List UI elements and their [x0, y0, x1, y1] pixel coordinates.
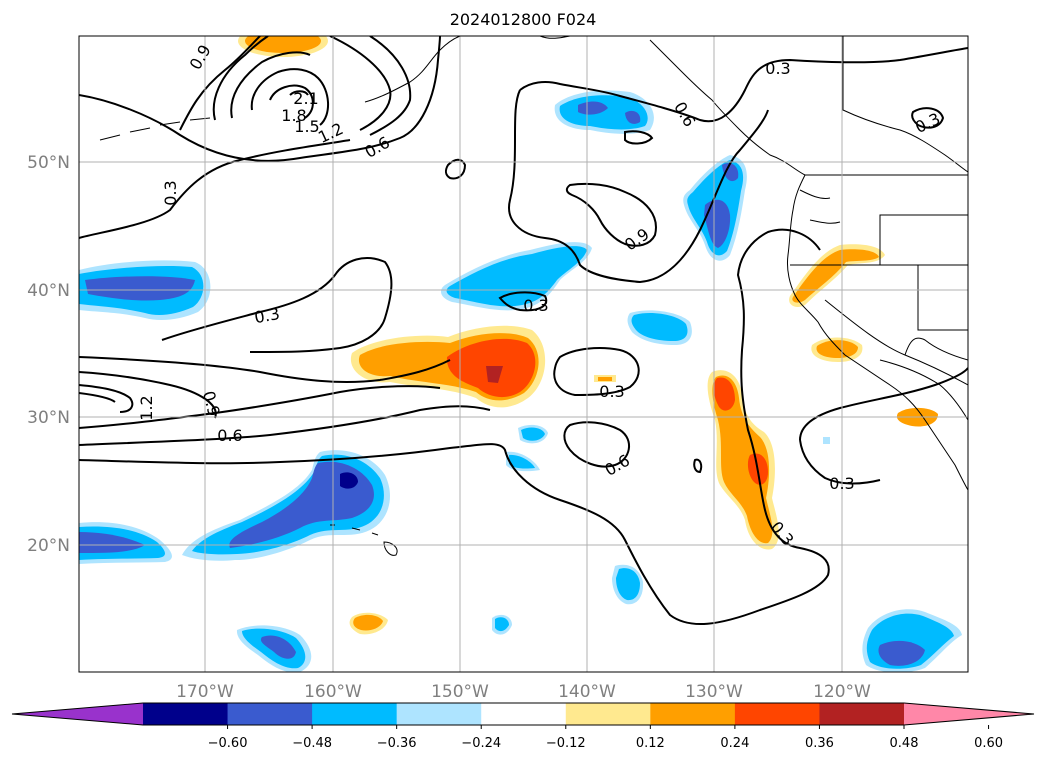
colorbar-segment	[565, 703, 651, 725]
coastlines	[99, 36, 968, 556]
contour-label: 0.3	[523, 296, 548, 315]
colorbar-tick-label: 0.48	[890, 736, 919, 751]
lon-label-120w: 120°W	[813, 682, 871, 702]
colorbar-segment	[650, 703, 736, 725]
lon-label-140w: 140°W	[558, 682, 616, 702]
colorbar-segment	[819, 703, 905, 725]
colorbar-outline	[11, 702, 1035, 726]
colorbar-segment	[734, 703, 820, 725]
colorbar: −0.60 −0.48 −0.36 −0.24 −0.12 0.12 0.24 0.36 0.4…	[11, 702, 1035, 751]
colorbar-tick-label: 0.24	[720, 736, 749, 751]
contour-label: 2.1	[293, 89, 318, 108]
map-frame	[78, 35, 969, 673]
colorbar-tick-label: −0.60	[208, 736, 248, 751]
gridlines	[79, 36, 968, 672]
contour-label: 0.3	[161, 180, 180, 205]
colorbar-tick-label: −0.12	[546, 736, 586, 751]
lon-label-160w: 160°W	[304, 682, 362, 702]
colorbar-extend-max	[904, 703, 1034, 725]
map-area: 0.9 2.1 1.8 1.5 1.2 0.6 0.3 0.3 0.9 0.3 …	[79, 36, 968, 672]
colorbar-tick-label: −0.48	[292, 736, 332, 751]
colorbar-segment	[481, 703, 567, 725]
lat-label-50n: 50°N	[27, 153, 70, 173]
contour-label: 0.3	[765, 59, 790, 78]
colorbar-segment	[143, 703, 229, 725]
colorbar-tick-label: 0.36	[805, 736, 834, 751]
colorbar-tick-label: −0.24	[461, 736, 501, 751]
contour-label: 0.6	[217, 426, 242, 445]
lon-label-130w: 130°W	[685, 682, 743, 702]
lon-label-150w: 150°W	[431, 682, 489, 702]
lon-label-170w: 170°W	[176, 682, 234, 702]
colorbar-segment	[312, 703, 398, 725]
lat-label-20n: 20°N	[27, 536, 70, 556]
colorbar-tick-label: 0.60	[974, 736, 1003, 751]
negative-anomaly-shading	[79, 90, 962, 672]
latitude-labels: 50°N 40°N 30°N 20°N	[27, 153, 70, 556]
lat-label-40n: 40°N	[27, 281, 70, 301]
longitude-labels: 170°W 160°W 150°W 140°W 130°W 120°W	[176, 682, 871, 702]
colorbar-segment	[396, 703, 482, 725]
colorbar-extend-min	[12, 703, 143, 725]
contour-label: 1.2	[137, 395, 156, 420]
contour-label: 1.8	[281, 106, 306, 125]
contour-label: 0.3	[829, 474, 854, 493]
colorbar-tick-label: −0.36	[377, 736, 417, 751]
colorbar-segment	[227, 703, 313, 725]
contour-label: 0.3	[599, 382, 624, 401]
colorbar-tick-label: 0.12	[636, 736, 665, 751]
contour-label: 0.3	[253, 304, 281, 327]
map-title: 2024012800 F024	[450, 10, 597, 29]
contour-label: 1.5	[294, 117, 319, 136]
lat-label-30n: 30°N	[27, 408, 70, 428]
